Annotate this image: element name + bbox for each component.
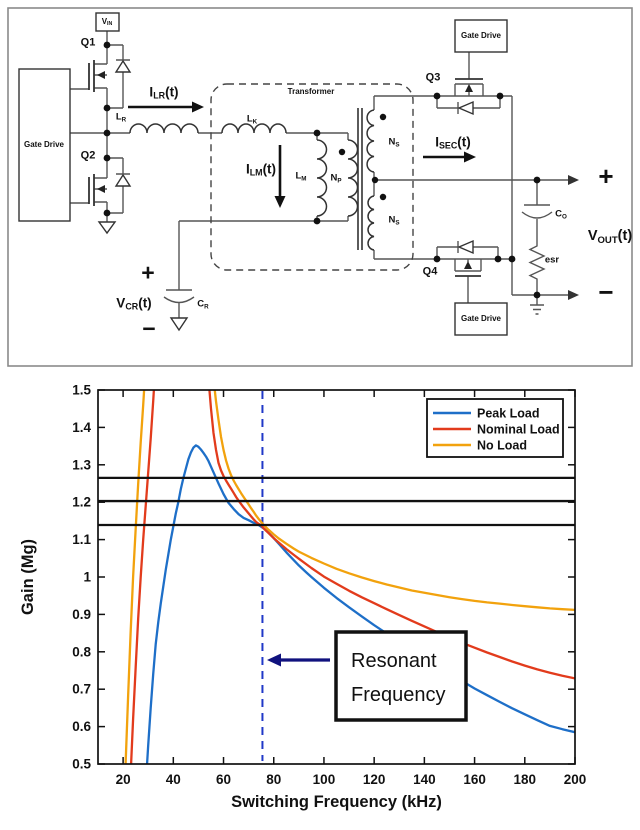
- series-line-nominal-load: [129, 390, 575, 764]
- y-tick-label: 1.4: [72, 420, 91, 435]
- vcr-label: VCR(t): [116, 295, 152, 312]
- legend-entry-label: Peak Load: [477, 407, 540, 421]
- ilm-label: ILM(t): [245, 161, 277, 178]
- x-tick-label: 160: [463, 772, 486, 787]
- vcr-minus-sign: −: [142, 315, 156, 342]
- minus-terminal-arrowhead: [568, 290, 579, 300]
- annotation-text-line: Resonant: [351, 650, 437, 672]
- gain-chart-svg: 20 40 60 80 100 120 140 160 180 200 0.5 0.6 0.7 0.8 0.…: [19, 383, 586, 812]
- y-tick-label: 0.9: [72, 607, 91, 622]
- diodes: [97, 59, 474, 332]
- y-tick-label: 0.7: [72, 682, 91, 697]
- lm-label: LM: [295, 170, 307, 182]
- y-axis-label: Gain (Mg): [19, 539, 37, 615]
- q1-channel: [88, 60, 95, 92]
- x-tick-label: 60: [216, 772, 231, 787]
- q2-channel: [88, 174, 95, 206]
- annotation-box: [334, 630, 468, 722]
- x-tick-label: 200: [564, 772, 587, 787]
- y-tick-label: 1.3: [72, 457, 91, 472]
- mosfet-bars: [88, 60, 483, 277]
- lr-inductor: [129, 123, 199, 134]
- q2-body-diode: [114, 173, 132, 187]
- vout-label: VOUT(t): [587, 227, 633, 246]
- q2-ground-symbol: [97, 221, 117, 235]
- current-arrows: [128, 101, 476, 208]
- ns-bottom-label: NS: [388, 214, 400, 226]
- mosfet-arrows: [97, 71, 473, 269]
- x-tick-label: 20: [116, 772, 131, 787]
- vcr-plus-sign: +: [141, 259, 155, 286]
- cr-ground-symbol: [169, 317, 189, 332]
- legend-entry-label: Nominal Load: [477, 423, 560, 437]
- schematic-border: [7, 7, 633, 367]
- y-tick-label: 0.8: [72, 644, 91, 659]
- cr-label: CR: [197, 298, 209, 310]
- series-line-no-load: [124, 390, 575, 764]
- x-tick-label: 120: [363, 772, 386, 787]
- x-tick-label: 180: [514, 772, 537, 787]
- gate-drive-box-top: [454, 19, 508, 53]
- x-tick-label: 100: [313, 772, 336, 787]
- transformer-label: Transformer: [287, 87, 335, 96]
- legend-entry-label: No Load: [477, 439, 527, 453]
- lm-winding: [316, 139, 328, 217]
- llc-converter-schematic: VIN Q1 Q2 Gate Drive ILR(t) LR LK Transf…: [0, 0, 640, 375]
- q4-body-diode: [457, 239, 474, 255]
- legend: Peak Load Nominal Load No Load: [426, 398, 564, 458]
- annotation-arrowhead: [267, 653, 281, 667]
- boxes: [18, 12, 508, 336]
- co-label: CO: [555, 208, 567, 220]
- isec-label: ISEC(t): [435, 134, 471, 151]
- plus-terminal-arrowhead: [568, 175, 579, 185]
- gate-drive-top-label: Gate Drive: [460, 31, 502, 40]
- q1-label: Q1: [80, 36, 96, 49]
- vout-minus-sign: −: [598, 277, 614, 307]
- q2-label: Q2: [80, 149, 96, 162]
- transformer-core: [357, 108, 363, 250]
- y-tick-label: 1: [83, 570, 91, 585]
- ilr-label: ILR(t): [149, 84, 179, 101]
- y-tick-label: 1.5: [72, 383, 91, 398]
- ns-top-winding: [366, 109, 375, 173]
- np-label: NP: [330, 172, 342, 184]
- junction-dots: [103, 41, 541, 299]
- gate-drive-box-left: [18, 68, 71, 222]
- lk-label: LK: [246, 113, 258, 125]
- output-arrowheads: [568, 175, 579, 300]
- q4-label: Q4: [422, 265, 438, 278]
- vout-plus-sign: +: [598, 161, 614, 191]
- x-tick-label: 140: [413, 772, 436, 787]
- axis-ticks: [98, 389, 576, 765]
- gate-drive-bottom-label: Gate Drive: [460, 314, 502, 323]
- ns-top-label: NS: [388, 136, 400, 148]
- annotation-text-line: Frequency: [351, 684, 446, 706]
- x-tick-label: 40: [166, 772, 181, 787]
- q1-body-diode: [114, 59, 132, 73]
- coils: [129, 108, 375, 251]
- ns-bottom-winding: [367, 195, 375, 251]
- vin-box: [95, 12, 120, 32]
- y-tick-label: 1.2: [72, 495, 91, 510]
- gate-drive-box-bottom: [454, 302, 508, 336]
- vin-label: VIN: [101, 16, 113, 28]
- transformer-boundary: [210, 83, 414, 271]
- np-winding: [347, 139, 359, 217]
- x-axis-label: Switching Frequency (kHz): [231, 793, 442, 811]
- lk-inductor: [221, 123, 287, 134]
- schematic-drawing: [7, 7, 633, 367]
- lr-label: LR: [115, 111, 127, 123]
- x-tick-label: 80: [266, 772, 281, 787]
- y-tick-label: 0.6: [72, 719, 91, 734]
- gain-vs-frequency-chart: 20 40 60 80 100 120 140 160 180 200 0.5 0.6 0.7 0.8 0.…: [0, 375, 640, 830]
- resonant-frequency-annotation: Resonant Frequency: [267, 630, 468, 722]
- gate-drive-left-label: Gate Drive: [23, 140, 65, 149]
- q3-label: Q3: [425, 71, 441, 84]
- y-tick-label: 0.5: [72, 757, 91, 772]
- tick-labels: 20 40 60 80 100 120 140 160 180 200 0.5 0.6 0.7 0.8 0.…: [72, 383, 586, 788]
- q3-body-diode: [457, 100, 474, 116]
- y-tick-label: 1.1: [72, 532, 91, 547]
- esr-label: esr: [544, 254, 560, 266]
